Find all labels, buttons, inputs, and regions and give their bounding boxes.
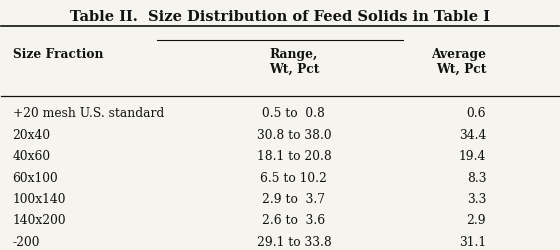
Text: 40x60: 40x60 [12,150,50,163]
Text: 29.1 to 33.8: 29.1 to 33.8 [256,236,332,249]
Text: 2.9 to  3.7: 2.9 to 3.7 [263,193,325,206]
Text: 0.5 to  0.8: 0.5 to 0.8 [263,107,325,120]
Text: 0.6: 0.6 [466,107,486,120]
Text: 3.3: 3.3 [467,193,486,206]
Text: 100x140: 100x140 [12,193,66,206]
Text: +20 mesh U.S. standard: +20 mesh U.S. standard [12,107,164,120]
Text: 19.4: 19.4 [459,150,486,163]
Text: Average
Wt, Pct: Average Wt, Pct [431,48,486,76]
Text: Range,
Wt, Pct: Range, Wt, Pct [269,48,319,76]
Text: 30.8 to 38.0: 30.8 to 38.0 [256,129,332,142]
Text: 6.5 to 10.2: 6.5 to 10.2 [260,172,328,184]
Text: Size Fraction: Size Fraction [12,48,103,61]
Text: 20x40: 20x40 [12,129,50,142]
Text: -200: -200 [12,236,40,249]
Text: Table II.  Size Distribution of Feed Solids in Table I: Table II. Size Distribution of Feed Soli… [70,10,490,24]
Text: 8.3: 8.3 [466,172,486,184]
Text: 140x200: 140x200 [12,214,66,228]
Text: 18.1 to 20.8: 18.1 to 20.8 [256,150,332,163]
Text: 60x100: 60x100 [12,172,58,184]
Text: 34.4: 34.4 [459,129,486,142]
Text: 2.9: 2.9 [466,214,486,228]
Text: 31.1: 31.1 [459,236,486,249]
Text: 2.6 to  3.6: 2.6 to 3.6 [263,214,325,228]
